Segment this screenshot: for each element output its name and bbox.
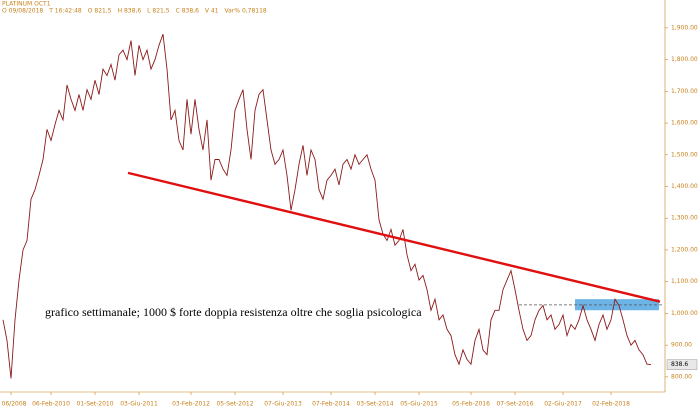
x-tick-label: 07-Feb-2014 [312,401,350,408]
trend-line [127,171,661,303]
x-tick-label: 05-Feb-2016 [452,401,490,408]
x-tick-label: 07-Giu-2013 [264,401,302,408]
y-tick-label: 1,200.00 [671,246,698,253]
header-item: T 16:42:48 [48,8,82,15]
x-tick-label: 02-Feb-2018 [592,401,630,408]
x-tick-label: 07-Set-2016 [496,401,533,408]
y-tick-label: 1,500.00 [671,151,698,158]
chart-title: PLATINUM OCT1 [2,1,51,8]
last-price-box [666,359,698,370]
header-item: C 838,6 [176,8,199,15]
header-item: H 838,6 [118,8,142,15]
last-price-label: 838.6 [671,361,688,368]
y-tick-label: 1,800.00 [671,56,698,63]
x-tick-label: 06/2008 [2,401,27,408]
y-tick-label: 1,400.00 [671,183,698,190]
y-tick-label: 1,900.00 [671,24,698,31]
x-tick-label: 02-Giu-2017 [544,401,582,408]
x-tick-label: 05-Set-2012 [216,401,253,408]
y-tick-label: 1,700.00 [671,88,698,95]
x-tick-label: 05-Giu-2015 [400,401,438,408]
x-tick-label: 01-Set-2010 [76,401,113,408]
header-item: O 09/08/2018 [2,8,43,15]
y-tick-label: 900.00 [671,342,692,349]
y-tick-label: 800.00 [671,373,692,380]
x-tick-label: 06-Feb-2010 [32,401,70,408]
header-item: V 41 [205,8,219,15]
price-line [2,34,652,379]
y-tick-label: 1,100.00 [671,278,698,285]
y-tick-label: 1,000.00 [671,310,698,317]
header-item: Var% 0,78118 [225,8,267,15]
x-tick-label: 03-Feb-2012 [172,401,210,408]
x-tick-label: 03-Set-2014 [356,401,393,408]
x-tick-label: 03-Giu-2011 [120,401,158,408]
annotation: grafico settimanale; 1000 $ forte doppia… [45,305,422,319]
header-item: O 821,5 [88,8,112,15]
header-item: L 821,5 [147,8,170,15]
y-tick-label: 1,600.00 [671,120,698,127]
y-tick-label: 1,300.00 [671,215,698,222]
